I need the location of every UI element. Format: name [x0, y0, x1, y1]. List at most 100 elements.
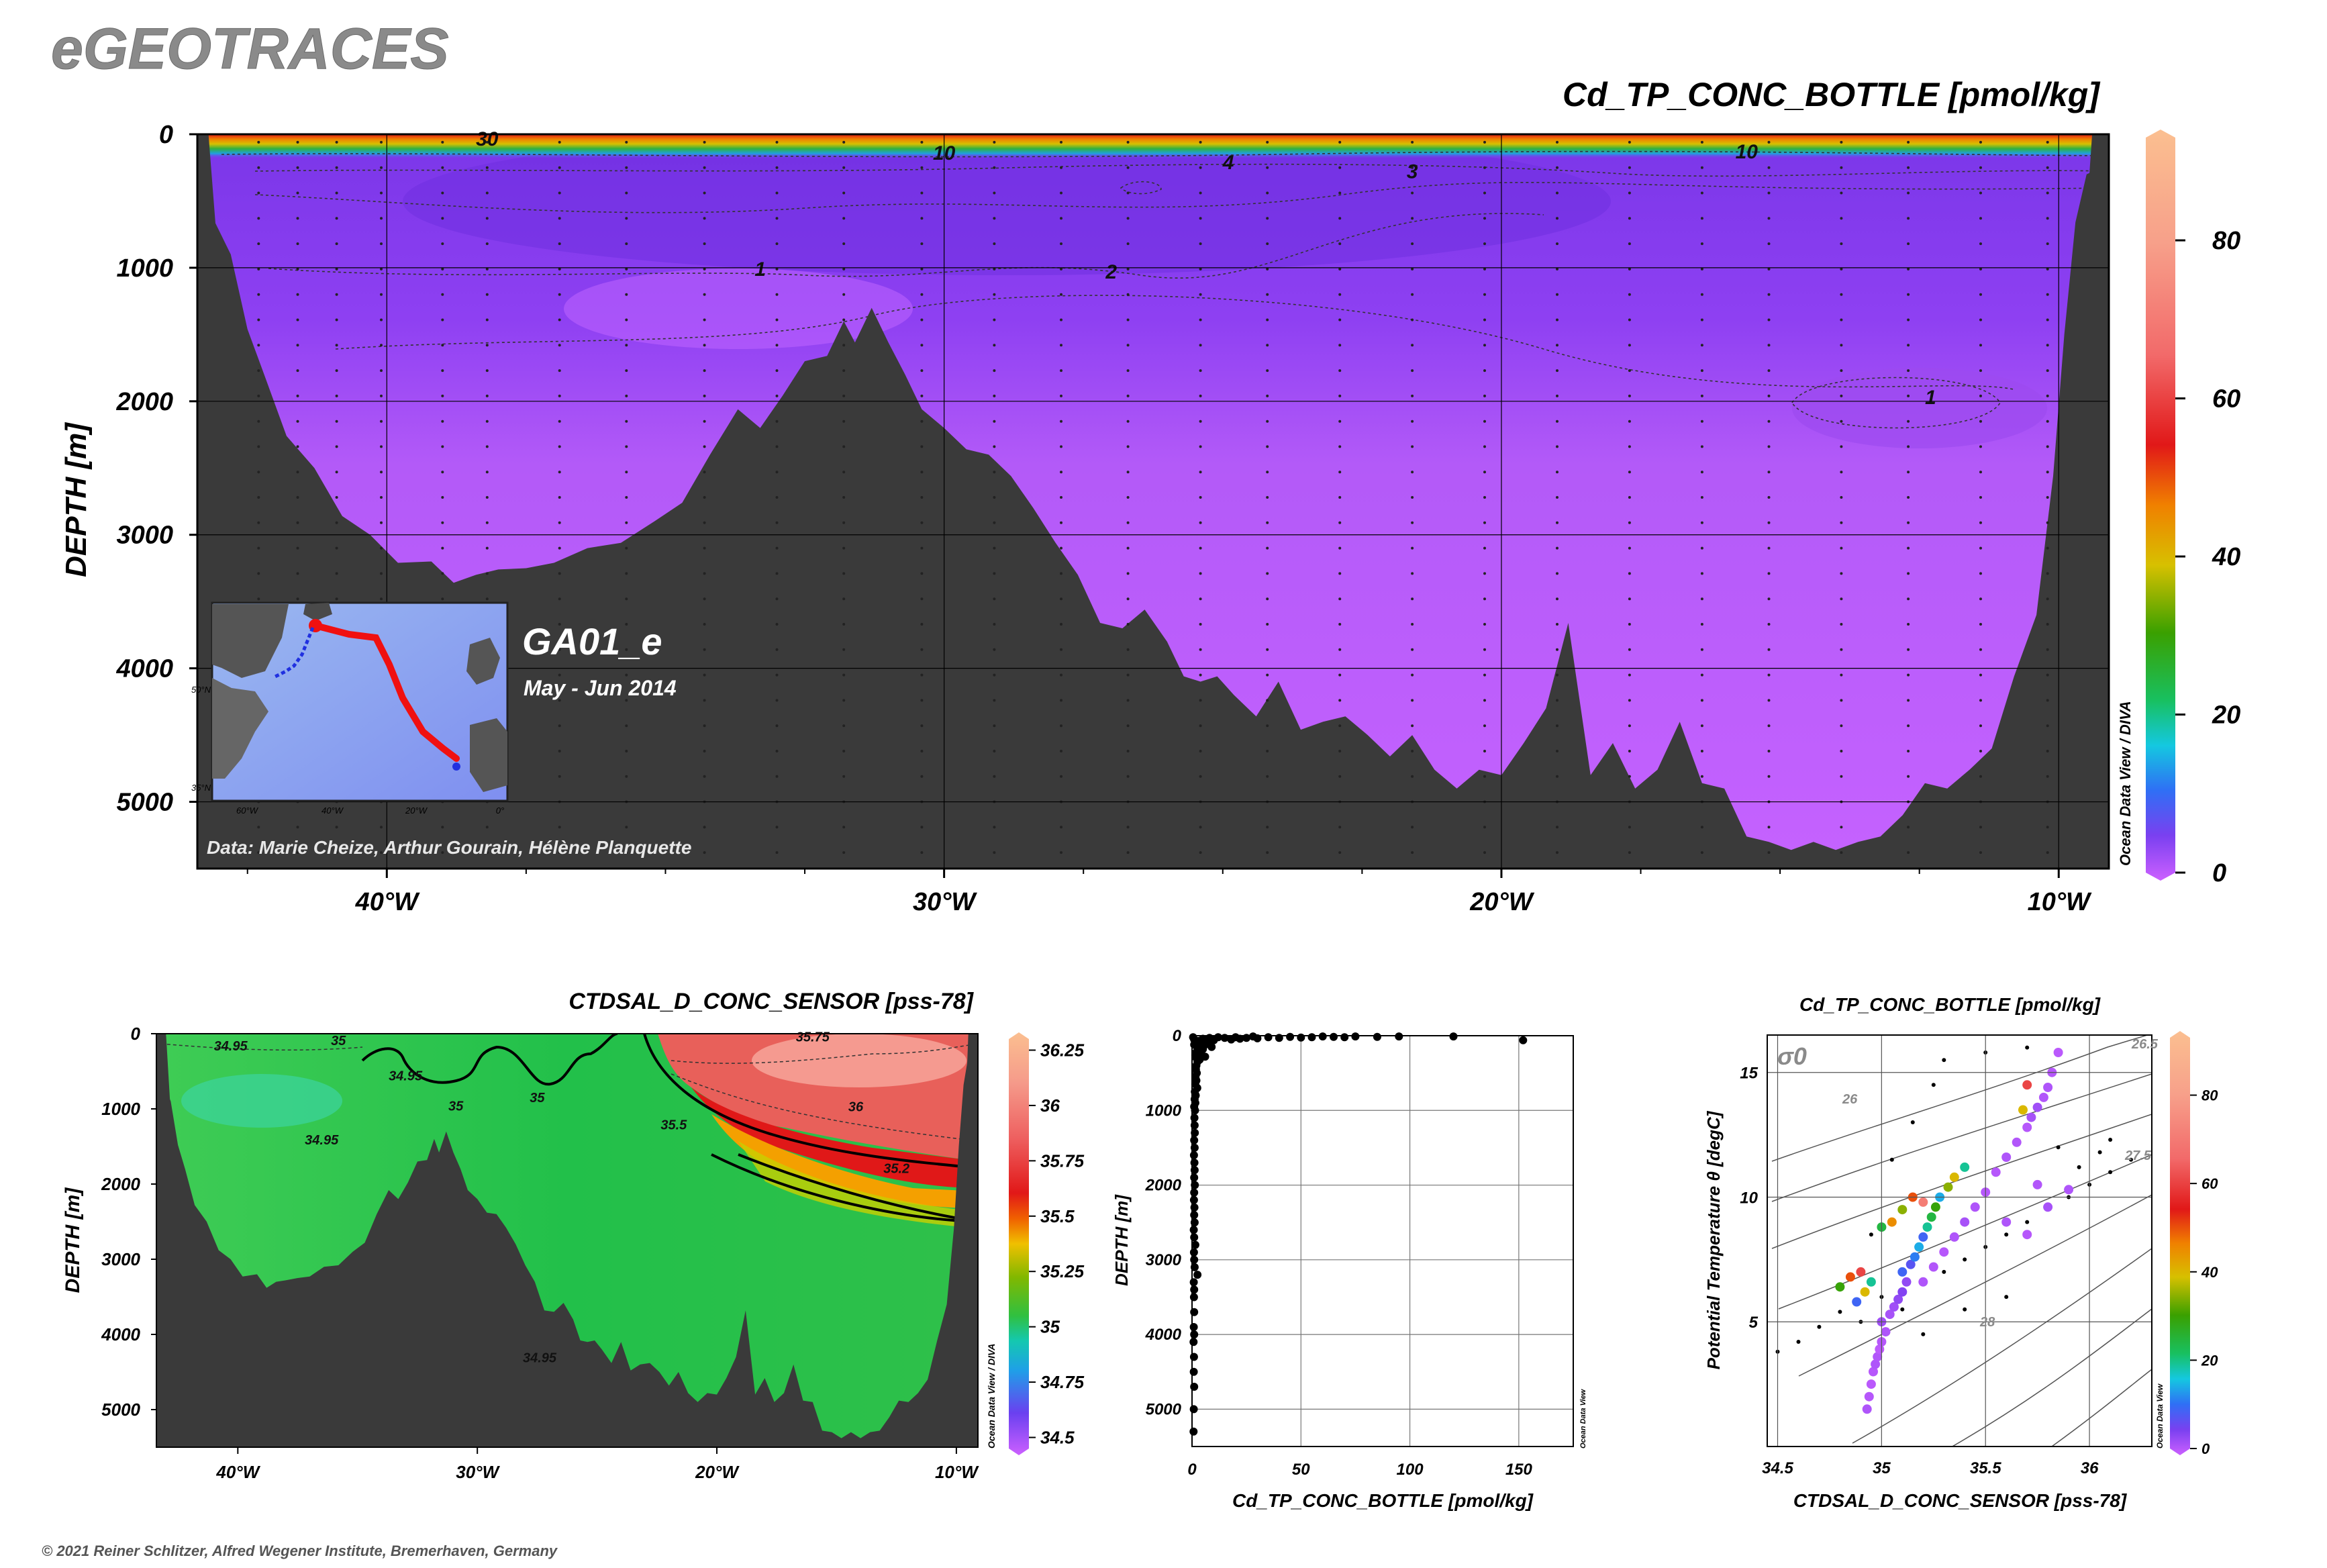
sample-dot	[1840, 267, 1843, 271]
sample-dot	[1411, 191, 1414, 195]
sample-dot	[296, 217, 299, 220]
sample-dot	[2046, 344, 2049, 347]
ts-cd-sample-point	[1885, 1310, 1895, 1320]
sample-dot	[1411, 648, 1414, 651]
ts-cd-sample-point	[1918, 1232, 1928, 1242]
sample-dot	[842, 496, 846, 499]
sample-dot	[1060, 369, 1062, 373]
sample-dot	[1060, 242, 1062, 246]
sample-dot	[1556, 344, 1558, 347]
sample-dot	[296, 826, 299, 829]
main-y-tick-label: 2000	[115, 388, 173, 416]
sample-dot	[441, 597, 444, 601]
sample-dot	[1199, 293, 1202, 296]
sample-dot	[1266, 369, 1269, 373]
sample-dot	[1338, 521, 1342, 524]
sample-dot	[1126, 217, 1130, 220]
sample-dot	[296, 344, 299, 347]
sample-dot	[296, 394, 299, 397]
western-shelf	[197, 134, 226, 348]
sample-dot	[1907, 623, 1910, 626]
salinity-pink-core	[752, 1034, 967, 1087]
sample-dot	[1840, 724, 1843, 728]
sample-dot	[1126, 318, 1130, 322]
sample-dot	[1556, 217, 1558, 220]
sample-dot	[558, 851, 561, 854]
sample-dot	[1266, 496, 1269, 499]
sample-dot	[1483, 293, 1486, 296]
sample-dot	[1411, 597, 1414, 601]
sample-dot	[993, 471, 996, 474]
sample-dot	[1700, 826, 1703, 829]
main-colorbar-label: 40	[2212, 543, 2240, 571]
sample-dot	[775, 699, 779, 702]
sample-dot	[625, 546, 628, 550]
profile-data-point	[1191, 1181, 1199, 1189]
sample-dot	[1060, 140, 1062, 144]
sample-dot	[775, 623, 779, 626]
ts-isopycnal-28: 28	[1979, 1315, 1995, 1330]
salinity-y-axis-label: DEPTH [m]	[62, 1187, 84, 1293]
sample-dot	[920, 775, 924, 778]
sample-dot	[1840, 546, 1843, 550]
sample-dot	[920, 724, 924, 728]
sample-dot	[1767, 369, 1771, 373]
sample-dot	[842, 699, 846, 702]
ts-cd-sample-point	[1914, 1242, 1924, 1252]
sample-dot	[296, 369, 299, 373]
sample-dot	[1979, 673, 1982, 677]
ts-cd-sample-point	[1905, 1259, 1916, 1269]
sample-dot	[842, 724, 846, 728]
ts-plot: Cd_TP_CONC_BOTTLE [pmol/kg] 34.5 35 35.5 36…	[1703, 994, 2218, 1511]
sample-dot	[1060, 546, 1062, 550]
sample-dot	[1483, 369, 1486, 373]
ts-cd-sample-point	[1897, 1287, 1908, 1297]
sample-dot	[1700, 242, 1703, 246]
sample-dot	[703, 166, 706, 169]
sample-dot	[1556, 775, 1558, 778]
ts-cd-sample-point	[1970, 1202, 1980, 1212]
sample-dot	[1840, 293, 1843, 296]
sample-dot	[441, 521, 444, 524]
sample-dot	[1126, 546, 1130, 550]
sample-dot	[1266, 724, 1269, 728]
ts-station-point	[2077, 1165, 2081, 1169]
sample-dot	[993, 166, 996, 169]
salinity-colorbar-label: 36	[1040, 1095, 1060, 1116]
sample-dot	[1979, 471, 1982, 474]
sample-dot	[441, 242, 444, 246]
sample-dot	[441, 496, 444, 499]
sample-dot	[2046, 369, 2049, 373]
sample-dot	[1907, 293, 1910, 296]
sample-dot	[335, 293, 338, 296]
main-colorbar-label: 80	[2212, 227, 2240, 255]
sample-dot	[1767, 394, 1771, 397]
sample-dot	[441, 572, 444, 575]
sample-dot	[1628, 166, 1631, 169]
sample-dot	[380, 572, 383, 575]
sample-dot	[380, 369, 383, 373]
sample-dot	[625, 673, 628, 677]
main-watermark: Ocean Data View / DIVA	[2117, 701, 2134, 866]
sample-dot	[380, 293, 383, 296]
ts-cd-sample-point	[2001, 1217, 2012, 1227]
ts-colorbar-label: 20	[2201, 1352, 2218, 1369]
sample-dot	[1266, 293, 1269, 296]
sample-dot	[1840, 572, 1843, 575]
sample-dot	[335, 267, 338, 271]
sample-dot	[775, 394, 779, 397]
sample-dot	[1979, 775, 1982, 778]
sample-dot	[441, 471, 444, 474]
sample-dot	[485, 293, 489, 296]
sample-dot	[1060, 420, 1062, 423]
sample-dot	[1907, 724, 1910, 728]
sample-dot	[335, 217, 338, 220]
sample-dot	[1411, 471, 1414, 474]
sample-dot	[257, 572, 260, 575]
sample-dot	[2046, 394, 2049, 397]
sample-dot	[1411, 826, 1414, 829]
sample-dot	[558, 750, 561, 752]
salinity-contour-label: 34.95	[523, 1351, 557, 1366]
sample-dot	[441, 420, 444, 423]
ts-station-point	[2025, 1220, 2030, 1224]
